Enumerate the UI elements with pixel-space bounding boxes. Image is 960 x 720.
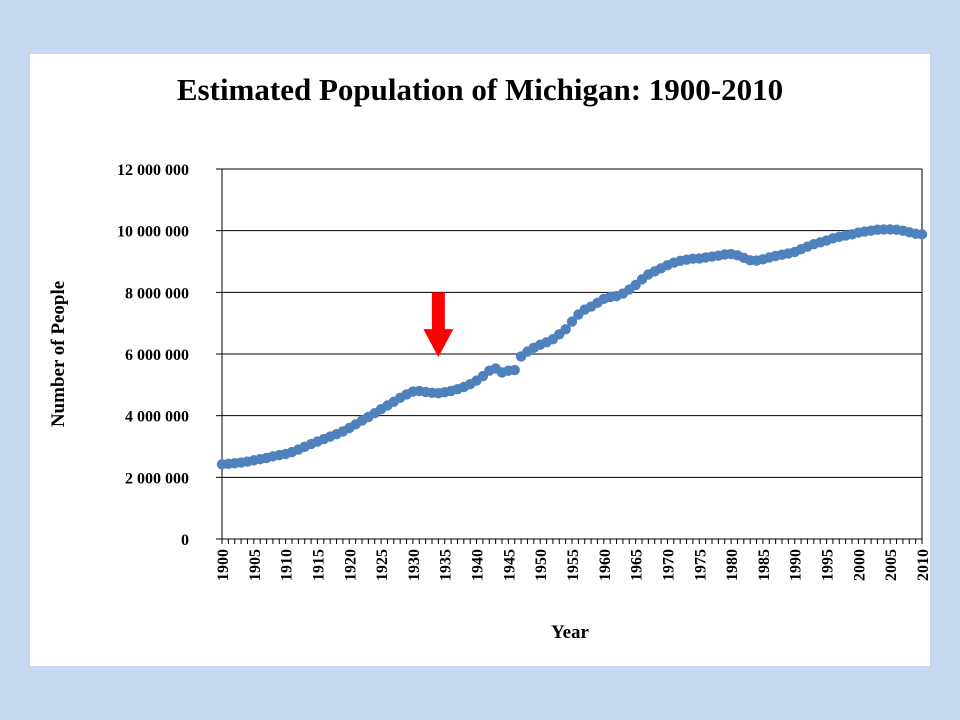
x-tick-label: 1985 [756, 549, 773, 581]
data-points [216, 224, 928, 470]
x-tick-label: 1970 [660, 549, 677, 581]
x-tick-label: 1930 [406, 549, 423, 581]
x-tick-label: 2005 [883, 549, 900, 581]
x-axis-label: Year [551, 622, 590, 643]
slide-panel [30, 54, 930, 666]
x-tick-label: 1915 [310, 549, 327, 581]
x-axis-ticks: 1900 1905 1910 1915 1920 1925 1930 1935 1940 1945… [215, 539, 932, 581]
x-tick-label: 1945 [501, 549, 518, 581]
x-tick-label: 2000 [851, 549, 868, 581]
data-point [916, 229, 928, 240]
y-tick-label: 6 000 000 [125, 347, 189, 364]
x-tick-label: 1920 [342, 549, 359, 581]
red-arrow-annotation [423, 292, 454, 358]
chart-grid [222, 168, 922, 478]
y-axis-label: Number of People [48, 281, 69, 427]
x-tick-label: 1960 [597, 549, 614, 581]
y-tick-label: 8 000 000 [125, 285, 189, 302]
y-axis-ticks: 0 2 000 000 4 000 000 6 000 000 8 000 000 10 … [117, 162, 222, 549]
x-tick-label: 1980 [724, 549, 741, 581]
x-tick-label: 1990 [788, 549, 805, 581]
y-tick-label: 0 [181, 532, 189, 549]
y-tick-label: 12 000 000 [117, 162, 189, 179]
x-tick-label: 1975 [692, 549, 709, 581]
annotations [423, 292, 454, 358]
x-tick-label: 1955 [565, 549, 582, 581]
chart-title: Estimated Population of Michigan: 1900-2… [176, 72, 784, 107]
x-tick-label: 1905 [247, 549, 264, 581]
data-point [560, 324, 571, 335]
y-tick-label: 2 000 000 [125, 470, 189, 487]
x-tick-label: 1950 [533, 549, 550, 581]
x-tick-label: 1925 [374, 549, 391, 581]
x-tick-label: 1935 [438, 549, 455, 581]
x-tick-label: 1910 [279, 549, 296, 581]
data-point [566, 316, 578, 327]
y-tick-label: 10 000 000 [117, 224, 189, 241]
y-tick-label: 4 000 000 [125, 409, 189, 426]
x-tick-label: 2010 [915, 549, 932, 581]
x-tick-label: 1900 [215, 549, 232, 581]
x-tick-label: 1940 [470, 549, 487, 581]
x-tick-label: 1965 [629, 549, 646, 581]
x-tick-label: 1995 [820, 549, 837, 581]
data-point [509, 364, 520, 376]
